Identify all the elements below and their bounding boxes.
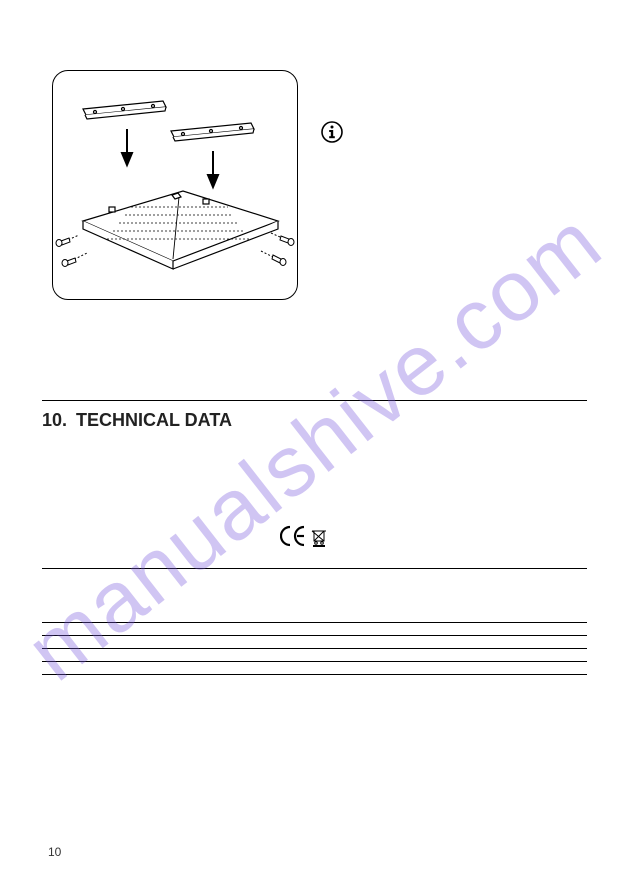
spec-cell bbox=[160, 569, 390, 623]
spec-cell bbox=[42, 649, 160, 662]
diagram-svg bbox=[53, 71, 299, 301]
table-row bbox=[42, 623, 587, 636]
spec-cell bbox=[390, 649, 587, 662]
spec-cell bbox=[42, 662, 160, 675]
specification-table bbox=[42, 568, 587, 675]
spec-cell bbox=[42, 623, 160, 636]
spec-cell bbox=[390, 662, 587, 675]
page-number: 10 bbox=[48, 845, 61, 859]
manual-page: 10. TECHNICAL DATA bbox=[0, 0, 629, 893]
spec-cell bbox=[390, 636, 587, 649]
spec-cell bbox=[160, 636, 390, 649]
assembly-diagram bbox=[52, 70, 298, 300]
info-icon bbox=[320, 120, 344, 144]
table-row bbox=[42, 569, 587, 623]
table-row bbox=[42, 636, 587, 649]
spec-cell bbox=[390, 623, 587, 636]
compliance-marks bbox=[280, 525, 330, 552]
section-title: TECHNICAL DATA bbox=[76, 410, 232, 431]
section-divider bbox=[42, 400, 587, 401]
spec-cell bbox=[390, 569, 587, 623]
spec-cell bbox=[160, 662, 390, 675]
section-number: 10. bbox=[42, 410, 67, 431]
spec-cell bbox=[42, 636, 160, 649]
spec-cell bbox=[160, 649, 390, 662]
table-row bbox=[42, 649, 587, 662]
spec-cell bbox=[42, 569, 160, 623]
table-row bbox=[42, 662, 587, 675]
spec-cell bbox=[160, 623, 390, 636]
